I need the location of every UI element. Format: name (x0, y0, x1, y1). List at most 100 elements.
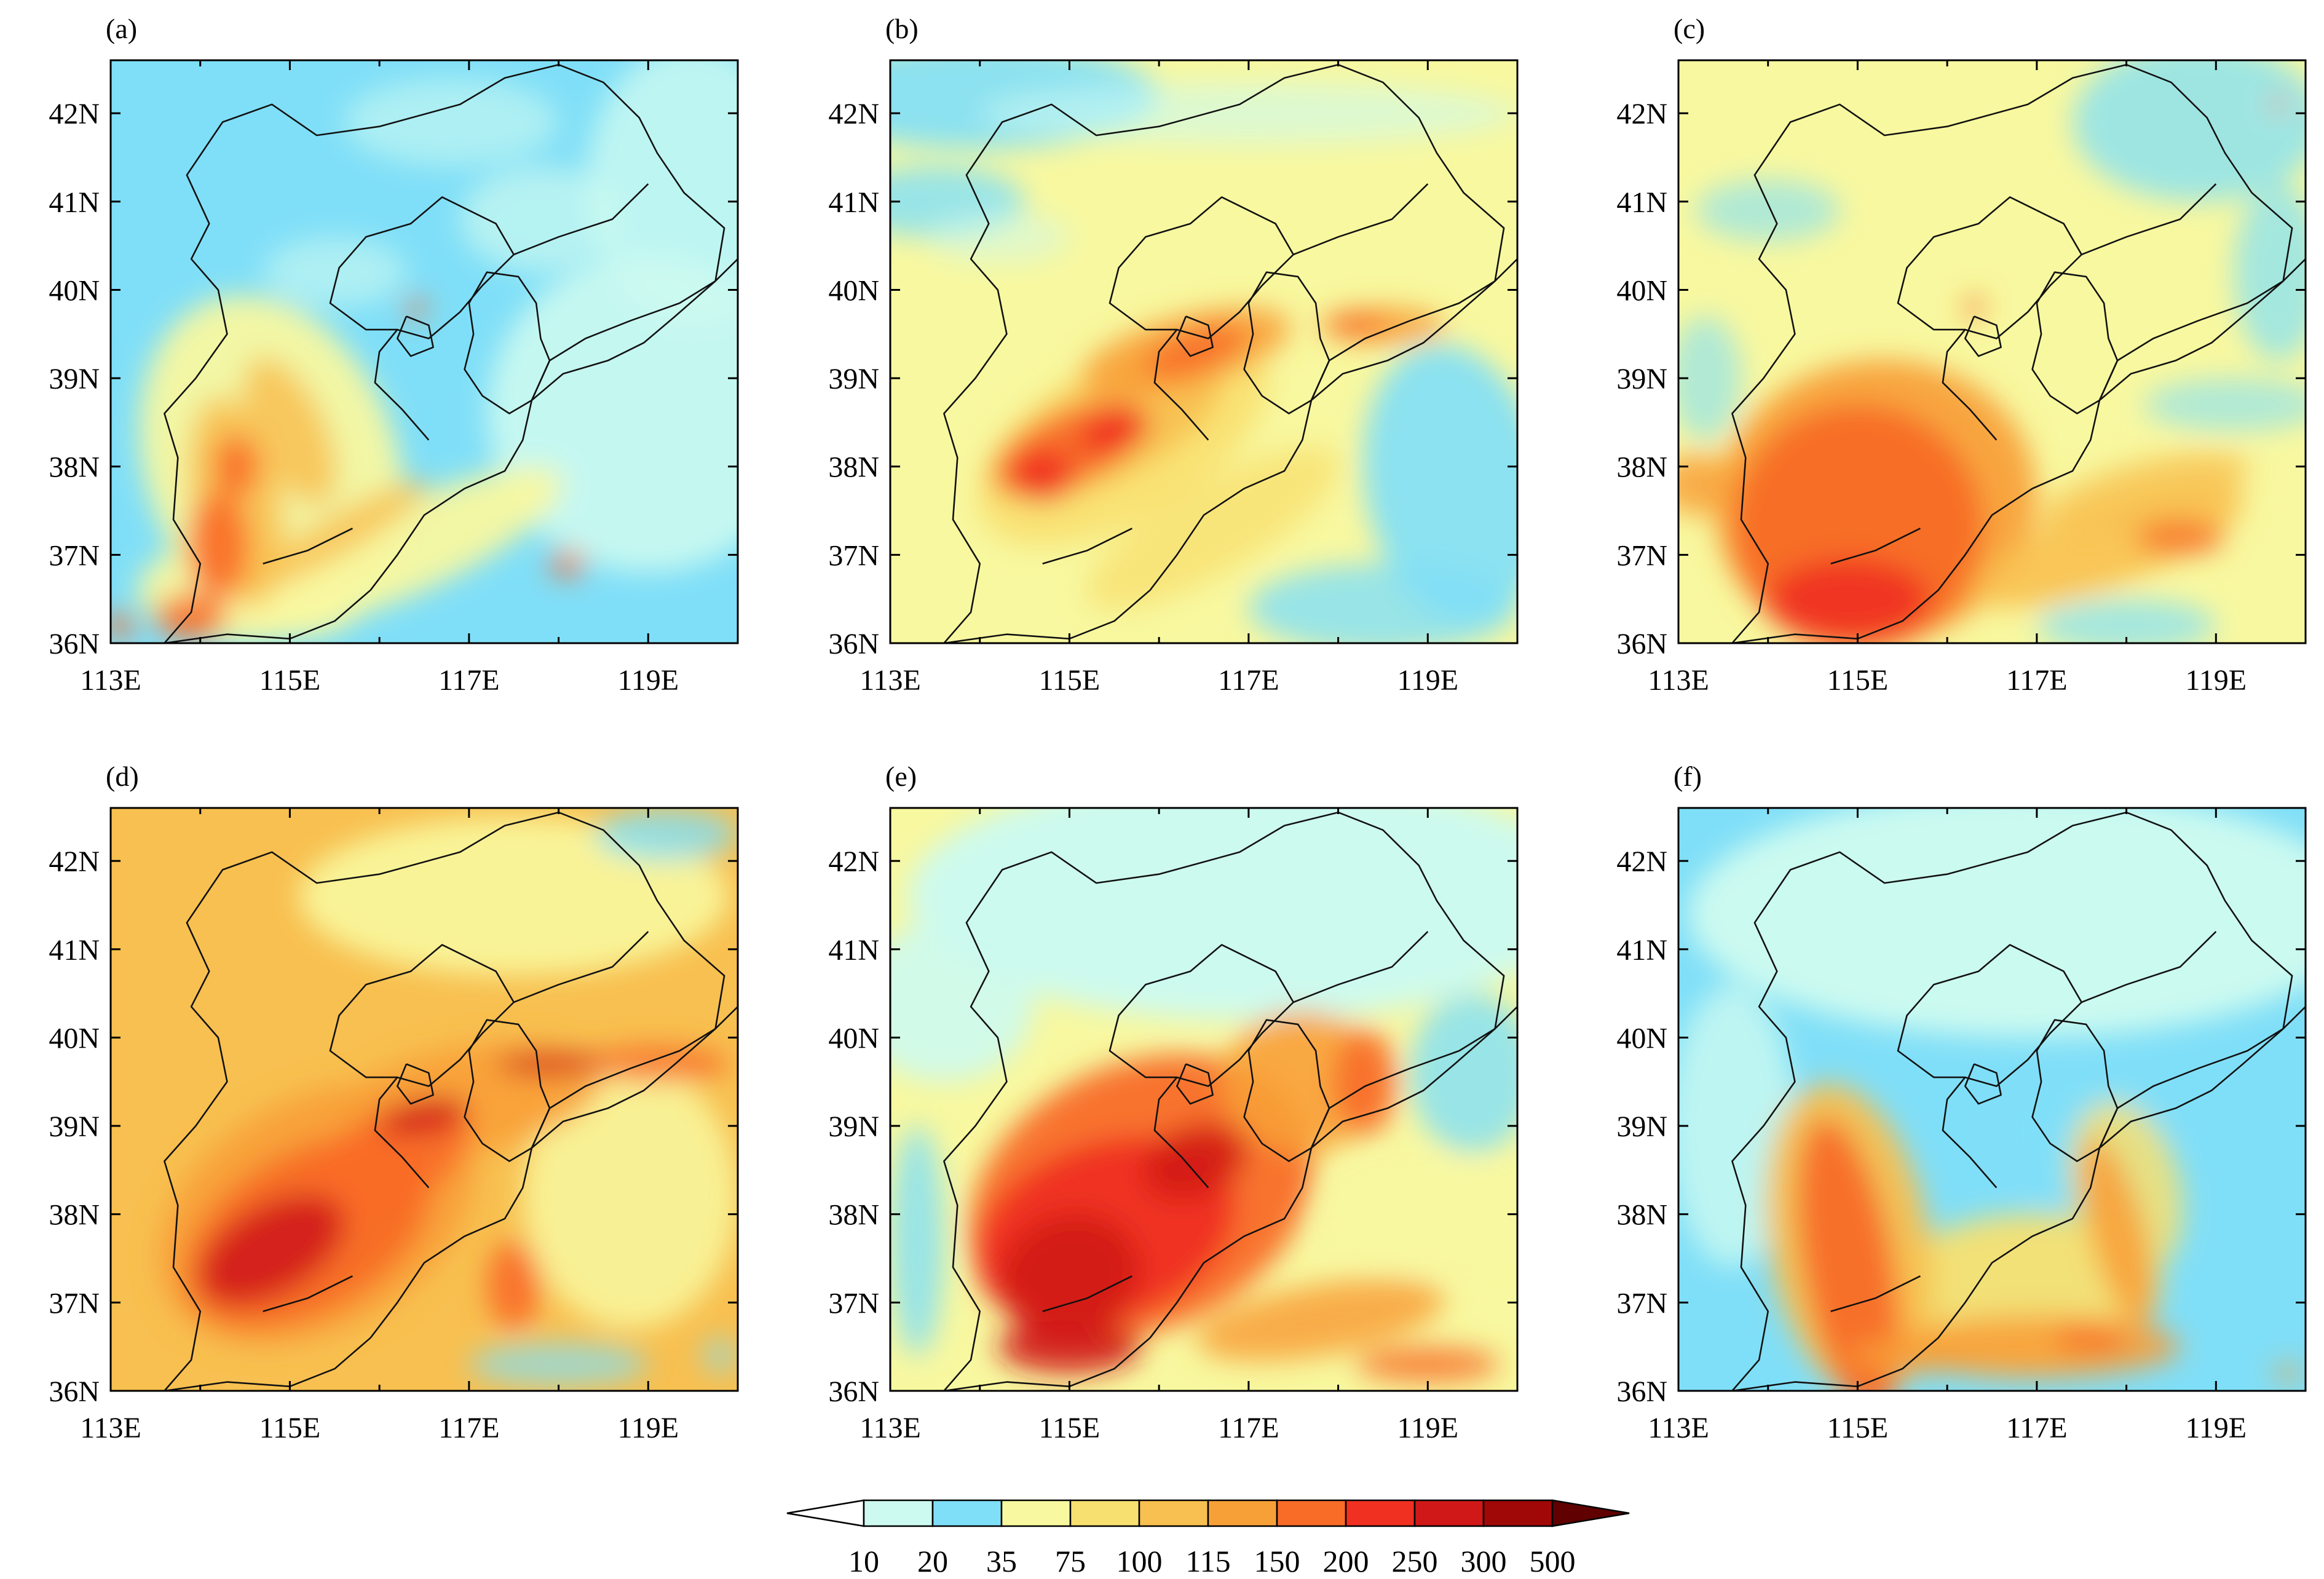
concentration-blob (2081, 1138, 2154, 1326)
lat-tick-label: 37N (1616, 1287, 1667, 1320)
concentration-field (1678, 808, 2306, 1391)
concentration-blob (702, 1337, 738, 1374)
concentration-blob (1144, 325, 1246, 378)
concentration-blob (523, 1064, 738, 1329)
tianjin-boundary (2031, 1019, 2119, 1162)
concentration-blob (460, 166, 622, 272)
concentration-blob (926, 210, 1070, 264)
colorbar-label: 250 (1392, 1544, 1438, 1578)
lon-tick-label: 113E (1648, 664, 1709, 697)
concentration-blob (2055, 1324, 2127, 1351)
axis-ticks (1677, 808, 2307, 1392)
interior-boundary (1153, 1077, 1209, 1189)
interior-boundary (2081, 931, 2217, 1003)
map-panel-f: (f) 113E 115E 117E 119E 36N 37N 38N 39N 40N 41N 42N (1616, 761, 2307, 1444)
concentration-blob (2144, 378, 2306, 432)
province-boundaries (943, 63, 1517, 643)
interior-boundary (263, 528, 353, 564)
lon-tick-label: 115E (259, 1412, 321, 1444)
lat-tick-label: 39N (1616, 1110, 1667, 1143)
coastline (2099, 258, 2306, 401)
lat-tick-label: 42N (1616, 845, 1667, 878)
plot-frame (109, 807, 739, 1392)
lat-tick-label: 39N (49, 363, 100, 395)
concentration-blob (1363, 344, 1517, 625)
lat-tick-label: 36N (49, 628, 100, 660)
concentration-field (1678, 60, 2306, 643)
interior-boundary (1942, 1077, 1998, 1189)
concentration-blob (186, 493, 250, 600)
lat-tick-label: 36N (1616, 1375, 1667, 1408)
panel-label: (e) (885, 761, 917, 792)
province-boundaries (164, 63, 738, 643)
lon-tick-label: 113E (860, 1412, 921, 1444)
tianjin-boundary (464, 1019, 551, 1162)
interior-boundary (1042, 1275, 1132, 1312)
lon-tick-label: 117E (438, 1412, 500, 1444)
interior-boundary (1293, 931, 1429, 1003)
beijing-boundary (1897, 196, 2082, 339)
panel-label: (c) (1674, 13, 1705, 44)
lat-tick-label: 36N (49, 1375, 100, 1408)
plot-frame (1677, 807, 2307, 1392)
concentration-blob (487, 1240, 541, 1329)
colorbar-label: 115 (1185, 1544, 1230, 1578)
coastline (1311, 1006, 1517, 1149)
colorbar-cell (1138, 1499, 1209, 1527)
interior-boundary (2081, 183, 2217, 256)
lat-tick-label: 41N (49, 934, 100, 967)
province-boundaries (1731, 811, 2306, 1391)
lat-tick-label: 41N (1616, 934, 1667, 967)
colorbar-min-arrow (786, 1499, 865, 1527)
lat-tick-label: 38N (1616, 451, 1667, 484)
province-boundaries (943, 811, 1517, 1391)
lat-tick-label: 37N (828, 539, 879, 572)
concentration-blob (1142, 1123, 1247, 1200)
lat-tick-label: 36N (828, 1375, 879, 1408)
concentration-blob (890, 922, 1034, 1082)
concentration-blob (343, 77, 559, 167)
hebei-boundary (943, 811, 1505, 1391)
plot-frame (1677, 59, 2307, 644)
interior-boundary (1830, 528, 1921, 564)
plot-frame (889, 59, 1519, 644)
concentration-blob (908, 808, 1517, 1020)
province-boundaries (164, 811, 738, 1391)
lat-tick-label: 37N (828, 1287, 879, 1320)
lon-tick-label: 113E (80, 1412, 141, 1444)
province-boundaries (1731, 63, 2306, 643)
axis-ticks (109, 60, 739, 644)
colorbar-label: 75 (1055, 1544, 1086, 1578)
interior-boundary (374, 1077, 430, 1189)
concentration-blob (111, 612, 133, 639)
lat-tick-label: 40N (49, 1022, 100, 1055)
map-panel-c: (c) 113E 115E 117E 119E 36N 37N 38N 39N 40N 41N 42N (1616, 13, 2307, 697)
colorbar-cell (1345, 1499, 1416, 1527)
lon-tick-label: 113E (1648, 1412, 1709, 1444)
panel-label: (d) (106, 761, 139, 792)
lat-tick-label: 38N (1616, 1199, 1667, 1232)
interior-boundary (374, 329, 430, 441)
colorbar-cell (863, 1499, 934, 1527)
concentration-blob (550, 550, 586, 577)
hebei-boundary (1731, 811, 2293, 1391)
interior-boundary (1176, 315, 1214, 357)
colorbar-cell (1413, 1499, 1485, 1527)
concentration-blob (1248, 563, 1517, 643)
colorbar-label: 150 (1254, 1544, 1300, 1578)
lat-tick-label: 37N (49, 1287, 100, 1320)
tianjin-boundary (1243, 1019, 1330, 1162)
lat-tick-label: 42N (49, 98, 100, 130)
concentration-blob (998, 1213, 1140, 1339)
panel-label: (a) (106, 13, 137, 44)
colorbar-label: 35 (986, 1544, 1017, 1578)
interior-boundary (1830, 1275, 1921, 1312)
lat-tick-label: 39N (49, 1110, 100, 1143)
concentration-blob (406, 296, 424, 319)
map-panel-d: (d) 113E 115E 117E 119E 36N 37N 38N 39N 40N 41N 42N (49, 761, 739, 1444)
lat-tick-label: 37N (1616, 539, 1667, 572)
beijing-boundary (1109, 944, 1294, 1087)
panel-label: (f) (1674, 761, 1702, 792)
concentration-blob (2135, 519, 2225, 555)
